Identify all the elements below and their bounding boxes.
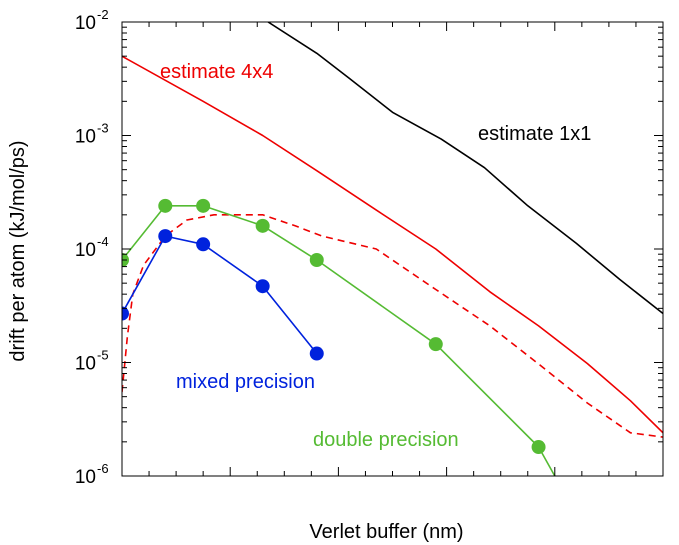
series-point-mixed-precision [122, 306, 129, 321]
label-layer: Verlet buffer (nm) drift per atom (kJ/mol… [7, 61, 591, 543]
series-point-double-precision [309, 252, 324, 267]
series-point-double-precision [531, 440, 546, 455]
y-tick-label: 10 [75, 13, 96, 34]
series-point-mixed-precision [196, 237, 211, 252]
x-axis-title: Verlet buffer (nm) [309, 521, 463, 543]
y-tick-exponent: -2 [97, 7, 109, 22]
y-tick-label: 10 [75, 240, 96, 261]
series-point-double-precision [158, 198, 173, 213]
series-layer [122, 22, 663, 476]
series-point-double-precision [196, 198, 211, 213]
annotation-estimate-4x4: estimate 4x4 [160, 61, 273, 83]
y-axis-title: drift per atom (kJ/mol/ps) [7, 140, 29, 361]
y-tick-exponent: -5 [97, 348, 109, 363]
series-point-mixed-precision [255, 279, 270, 294]
series-point-double-precision [428, 337, 443, 352]
y-tick-label: 10 [75, 354, 96, 375]
y-tick-exponent: -3 [97, 121, 109, 136]
series-point-mixed-precision [309, 346, 324, 361]
y-tick-base: 10 [75, 13, 96, 34]
annotation-estimate-1x1: estimate 1x1 [478, 123, 591, 145]
series-line-estimate-1x1 [267, 22, 663, 315]
series-line-estimate-4x4 [122, 55, 663, 434]
y-tick-base: 10 [75, 354, 96, 375]
y-tick-exponent: -6 [97, 461, 109, 476]
y-tick-base: 10 [75, 467, 96, 488]
axis-layer: 10-610-510-410-310-2 [75, 7, 664, 488]
y-tick-base: 10 [75, 240, 96, 261]
y-tick-exponent: -4 [97, 234, 109, 249]
y-tick-label: 10 [75, 467, 96, 488]
y-tick-base: 10 [75, 127, 96, 148]
series-line-dashed-curve [122, 214, 663, 438]
y-tick-label: 10 [75, 127, 96, 148]
series-point-double-precision [255, 218, 270, 233]
series-point-mixed-precision [158, 229, 173, 244]
annotation-mixed-precision: mixed precision [176, 371, 315, 393]
annotation-double-precision: double precision [313, 429, 459, 451]
